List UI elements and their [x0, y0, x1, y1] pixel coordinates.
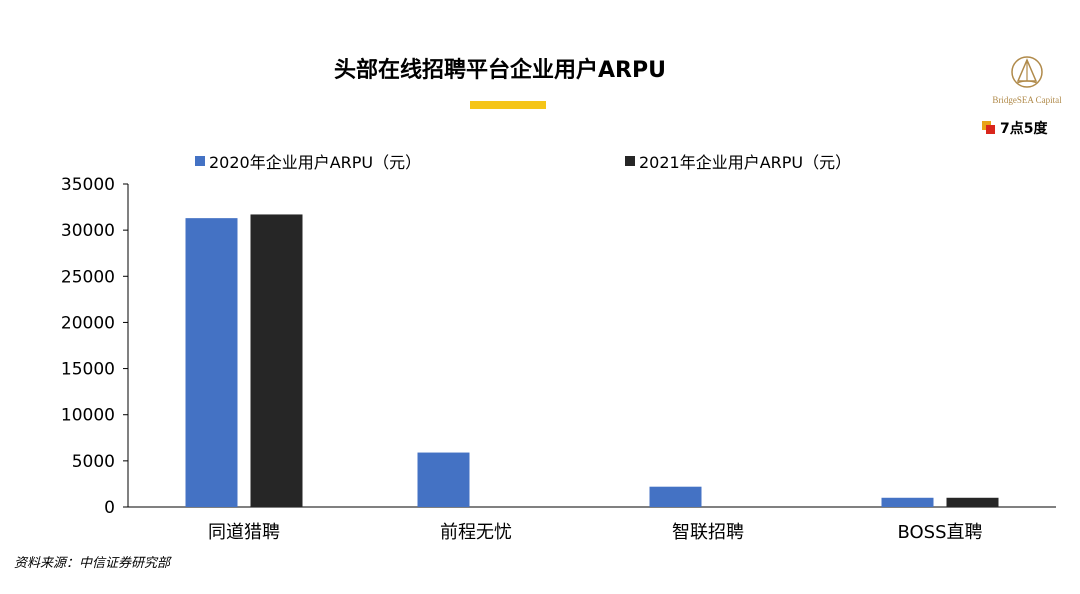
brand-badge: 7点5度 [982, 118, 1047, 138]
x-tick-label: BOSS直聘 [897, 522, 982, 543]
x-tick-label: 前程无忧 [440, 522, 512, 543]
bar-2021-3 [946, 497, 999, 507]
x-tick-label: 智联招聘 [672, 522, 744, 543]
bar-2020-3 [881, 497, 934, 507]
sail-emblem-icon [1011, 56, 1043, 88]
legend-swatch-2020 [195, 156, 205, 166]
brand-squares-icon [982, 121, 996, 135]
x-tick-label: 同道猎聘 [208, 522, 280, 543]
bridgesea-logo: BridgeSEA Capital [982, 55, 1072, 105]
bar-2020-1 [417, 452, 470, 507]
y-tick-label: 25000 [61, 267, 115, 287]
source-note: 资料来源：中信证券研究部 [14, 556, 171, 571]
brand-text: 7点5度 [1000, 121, 1048, 137]
y-tick-label: 5000 [72, 452, 115, 472]
y-tick-label: 10000 [61, 406, 115, 426]
title-underline [470, 101, 546, 109]
legend-label-2020: 2020年企业用户ARPU（元） [209, 153, 422, 172]
y-tick-label: 0 [104, 498, 115, 518]
y-tick-label: 35000 [61, 175, 115, 195]
bar-2021-0 [250, 214, 303, 507]
bar-2020-0 [185, 218, 238, 507]
legend-swatch-2021 [625, 156, 635, 166]
y-tick-label: 30000 [61, 221, 115, 241]
y-tick-label: 20000 [61, 313, 115, 333]
logo-text: BridgeSEA Capital [992, 95, 1062, 105]
legend-item-2020: 2020年企业用户ARPU（元） [195, 149, 421, 173]
y-tick-label: 15000 [61, 360, 115, 380]
chart-title: 头部在线招聘平台企业用户ARPU [334, 58, 666, 83]
legend-item-2021: 2021年企业用户ARPU（元） [625, 149, 851, 173]
legend-label-2021: 2021年企业用户ARPU（元） [639, 153, 852, 172]
bar-2020-2 [649, 486, 702, 507]
